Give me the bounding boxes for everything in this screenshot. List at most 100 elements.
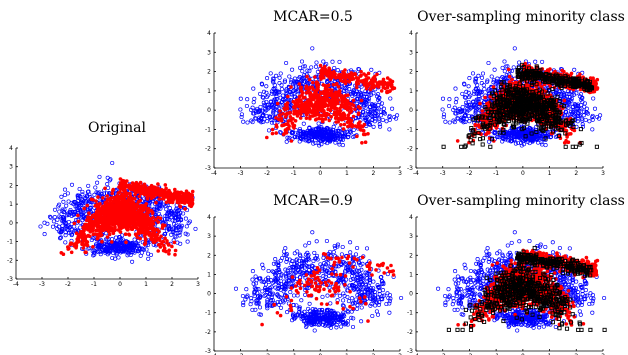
minority-point	[134, 233, 139, 238]
majority-point	[141, 247, 146, 252]
minority-point	[105, 235, 110, 239]
majority-point	[167, 206, 172, 211]
majority-point	[384, 119, 389, 124]
x-tick-label: 3	[398, 170, 402, 177]
majority-point	[238, 107, 243, 112]
majority-point	[238, 96, 243, 101]
minority-point	[329, 90, 334, 94]
minority-point	[344, 103, 349, 108]
majority-point	[65, 213, 70, 218]
majority-point	[277, 75, 282, 80]
majority-point	[337, 59, 342, 64]
majority-point	[62, 187, 68, 192]
majority-point	[300, 69, 305, 74]
minority-point	[293, 119, 298, 123]
minority-point	[151, 231, 156, 236]
minority-point	[304, 116, 309, 120]
minority-point	[480, 109, 485, 113]
minority-point	[302, 102, 306, 107]
minority-point	[325, 70, 330, 74]
minority-point	[294, 98, 299, 102]
minority-point	[138, 180, 143, 185]
minority-point	[109, 204, 114, 209]
x-tick-label: 0	[318, 170, 322, 177]
majority-point	[52, 215, 57, 220]
majority-point	[512, 46, 517, 51]
majority-point	[108, 177, 113, 182]
majority-point	[454, 96, 459, 101]
majority-point	[114, 248, 119, 253]
minority-point	[297, 82, 302, 86]
minority-point	[122, 214, 127, 218]
majority-point	[181, 211, 186, 216]
majority-point	[77, 186, 82, 192]
minority-point	[297, 94, 302, 99]
minority-point	[314, 80, 319, 84]
minority-point	[164, 200, 169, 205]
minority-point	[282, 106, 287, 111]
majority-point	[130, 259, 135, 264]
majority-point	[63, 240, 68, 245]
minority-point	[328, 108, 333, 113]
majority-point	[165, 216, 170, 221]
minority-point	[95, 221, 99, 225]
minority-point	[72, 221, 77, 226]
minority-point	[340, 94, 344, 98]
majority-point	[175, 208, 180, 213]
majority-point	[470, 71, 476, 76]
majority-point	[265, 119, 270, 124]
minority-point	[144, 226, 148, 230]
minority-point	[125, 179, 129, 183]
panel-title: MCAR=0.5	[273, 9, 353, 25]
minority-point	[156, 249, 160, 253]
minority-point	[98, 234, 103, 238]
minority-point	[284, 112, 289, 117]
majority-point	[57, 209, 62, 214]
majority-point	[134, 243, 139, 248]
minority-point	[358, 120, 362, 124]
y-tick-label: 0	[9, 220, 13, 227]
minority-point	[132, 184, 136, 189]
majority-point	[61, 215, 66, 220]
minority-point	[359, 69, 363, 74]
minority-point	[75, 239, 80, 244]
majority-point	[54, 222, 59, 228]
x-tick-label: -4	[13, 281, 19, 288]
minority-point	[144, 205, 148, 210]
majority-point	[136, 239, 141, 244]
majority-point	[63, 225, 68, 230]
minority-point	[353, 124, 358, 128]
majority-point	[340, 143, 345, 148]
majority-point	[59, 227, 64, 232]
majority-point	[161, 202, 166, 207]
majority-point	[116, 255, 121, 260]
majority-point	[58, 235, 64, 240]
majority-point	[169, 215, 174, 220]
y-tick-label: -1	[407, 126, 413, 133]
majority-point	[90, 248, 95, 254]
minority-point	[117, 202, 122, 207]
minority-point	[139, 209, 144, 214]
minority-point	[340, 112, 345, 117]
minority-point	[84, 250, 88, 254]
minority-point	[355, 85, 359, 90]
majority-point	[176, 212, 181, 217]
majority-point	[185, 239, 190, 244]
minority-point	[265, 135, 269, 140]
minority-point	[349, 118, 354, 123]
minority-point	[128, 208, 132, 212]
minority-point	[98, 215, 103, 219]
majority-point	[170, 211, 175, 216]
y-tick-label: -1	[7, 239, 13, 246]
minority-point	[348, 102, 352, 106]
majority-point	[387, 127, 392, 132]
minority-point	[112, 214, 116, 218]
minority-point	[123, 185, 128, 189]
majority-point	[67, 209, 72, 215]
majority-point	[479, 75, 485, 80]
minority-point	[289, 139, 294, 143]
minority-point	[66, 247, 70, 251]
minority-point	[186, 198, 191, 202]
minority-point	[84, 223, 88, 227]
majority-point	[76, 195, 81, 200]
